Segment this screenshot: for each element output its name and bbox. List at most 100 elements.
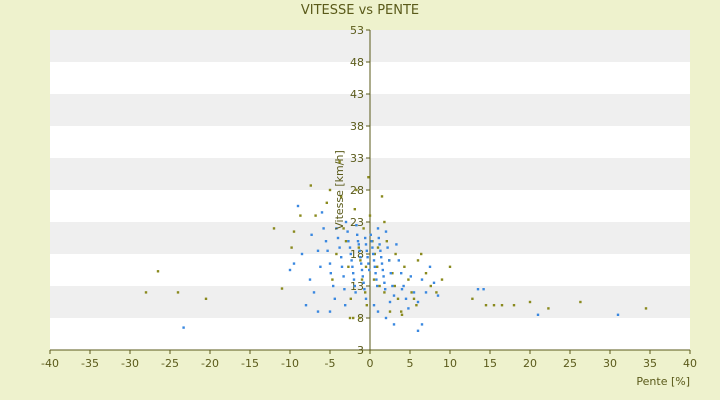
data-point [356,240,360,243]
data-point [394,252,397,256]
data-point [310,233,313,236]
data-point [391,272,394,275]
x-tick-label: 30 [603,357,617,370]
x-tick-label: 0 [367,357,374,370]
y-tick-label: 48 [350,56,364,69]
data-point [376,265,379,268]
data-point [347,240,350,243]
data-point [346,230,349,233]
data-point [388,310,392,313]
data-point [412,291,416,294]
data-point [344,304,347,307]
x-tick-label: 35 [643,357,657,370]
data-point [328,310,332,313]
data-point [292,230,296,233]
data-point [616,313,620,316]
data-point [344,240,348,243]
data-point [290,246,293,249]
data-point [400,310,403,313]
data-point [280,287,284,290]
data-point [644,307,648,310]
x-tick-label: -10 [281,357,299,370]
data-point [382,275,385,278]
data-point [376,284,379,288]
data-point [312,291,316,294]
data-point [316,310,320,313]
data-point [404,297,408,300]
data-point [416,329,420,332]
data-point [328,188,332,192]
data-point [299,214,302,217]
data-point [396,297,400,300]
data-point [361,275,364,278]
data-point [363,288,366,291]
data-point [367,262,370,265]
data-point [389,272,392,275]
data-point [359,259,362,262]
data-point [579,300,582,304]
data-point [357,246,360,249]
data-point [333,297,336,300]
data-point [364,297,368,300]
data-point [288,268,292,272]
data-point [156,270,160,273]
x-tick-label: -35 [81,357,99,370]
data-point [391,284,394,288]
data-point [528,300,532,304]
x-tick-label: -20 [201,357,219,370]
data-point [352,316,355,320]
data-point [388,300,392,304]
data-point [388,259,391,262]
data-point [360,262,363,265]
data-point [476,288,480,291]
x-tick-label: 10 [443,357,457,370]
data-point [372,259,376,262]
series-2 [182,204,620,332]
data-point [360,278,364,281]
data-point [354,291,357,294]
data-point [372,278,376,281]
y-tick-label: 3 [357,344,364,357]
data-point [292,262,296,265]
data-point [338,246,341,249]
data-point [340,195,343,198]
data-point [378,243,381,246]
data-point [384,316,388,320]
data-point [407,307,410,310]
x-tick-label: 5 [407,357,414,370]
x-tick-label: -5 [325,357,336,370]
data-point [182,326,185,329]
x-axis-label: Pente [%] [636,375,690,388]
data-point [304,304,308,307]
data-point [373,252,376,256]
data-point [364,236,367,240]
data-point [383,220,386,224]
data-point [376,310,380,313]
data-point [393,284,396,288]
data-point [424,272,428,275]
data-point [368,268,371,272]
data-point [400,272,403,275]
data-point [357,243,360,246]
y-tick-label: 38 [350,120,364,133]
data-point [367,176,370,179]
x-tick-label: 20 [523,357,537,370]
data-point [432,281,436,284]
data-point [376,246,380,249]
data-point [500,304,504,307]
data-point [400,288,404,291]
y-tick-label: 13 [350,280,364,293]
data-point [416,259,420,262]
data-point [308,278,312,281]
data-point [429,284,432,288]
data-point [471,297,474,300]
axes [49,29,691,354]
data-point [347,265,350,268]
data-point [416,300,420,304]
data-point [385,240,388,243]
x-tick-label: -25 [161,357,179,370]
data-point [424,291,428,294]
data-point [368,214,372,217]
data-point [482,288,485,291]
